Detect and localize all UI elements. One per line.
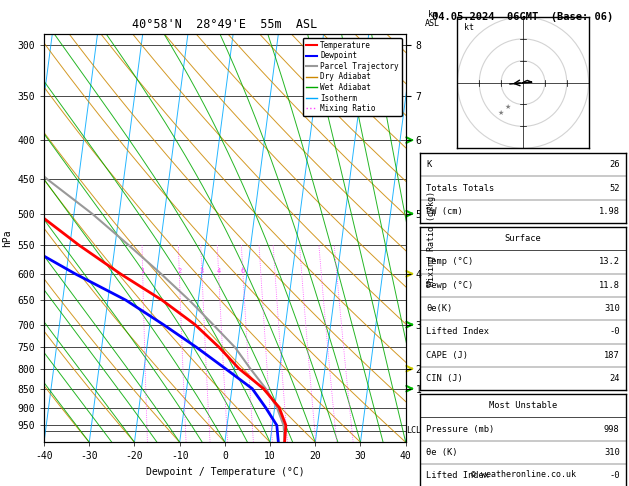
Text: 310: 310: [604, 448, 620, 457]
Text: © weatheronline.co.uk: © weatheronline.co.uk: [470, 469, 576, 479]
Text: Pressure (mb): Pressure (mb): [426, 425, 494, 434]
Text: K: K: [426, 160, 431, 169]
Text: Lifted Index: Lifted Index: [426, 471, 489, 480]
Text: ★: ★: [504, 104, 511, 110]
Text: 26: 26: [609, 160, 620, 169]
Text: Totals Totals: Totals Totals: [426, 184, 494, 192]
Text: 6: 6: [241, 268, 245, 274]
Text: km
ASL: km ASL: [425, 10, 440, 28]
Text: 24: 24: [609, 374, 620, 383]
Text: θe(K): θe(K): [426, 304, 453, 313]
Text: 13.2: 13.2: [599, 258, 620, 266]
Text: 310: 310: [604, 304, 620, 313]
Text: PW (cm): PW (cm): [426, 207, 463, 216]
Text: 998: 998: [604, 425, 620, 434]
X-axis label: Dewpoint / Temperature (°C): Dewpoint / Temperature (°C): [145, 467, 304, 477]
Text: 11.8: 11.8: [599, 281, 620, 290]
Text: -0: -0: [609, 471, 620, 480]
Title: 40°58'N  28°49'E  55m  ASL: 40°58'N 28°49'E 55m ASL: [132, 18, 318, 32]
Text: 04.05.2024  06GMT  (Base: 06): 04.05.2024 06GMT (Base: 06): [432, 12, 614, 22]
Text: kt: kt: [464, 23, 474, 32]
Text: Dewp (°C): Dewp (°C): [426, 281, 474, 290]
Text: 1: 1: [141, 268, 145, 274]
Text: ★: ★: [498, 110, 504, 116]
Text: 4: 4: [216, 268, 221, 274]
Text: θe (K): θe (K): [426, 448, 458, 457]
Y-axis label: hPa: hPa: [2, 229, 12, 247]
Text: CIN (J): CIN (J): [426, 374, 463, 383]
Text: LCL: LCL: [406, 426, 421, 435]
Text: Lifted Index: Lifted Index: [426, 328, 489, 336]
Text: Most Unstable: Most Unstable: [489, 401, 557, 410]
Text: Surface: Surface: [504, 234, 542, 243]
Text: Temp (°C): Temp (°C): [426, 258, 474, 266]
Text: 2: 2: [177, 268, 181, 274]
Legend: Temperature, Dewpoint, Parcel Trajectory, Dry Adiabat, Wet Adiabat, Isotherm, Mi: Temperature, Dewpoint, Parcel Trajectory…: [303, 38, 402, 116]
Text: 52: 52: [609, 184, 620, 192]
Text: -0: -0: [609, 328, 620, 336]
Text: CAPE (J): CAPE (J): [426, 351, 469, 360]
Y-axis label: Mixing Ratio (g/kg): Mixing Ratio (g/kg): [427, 191, 436, 286]
Text: 187: 187: [604, 351, 620, 360]
Text: 3: 3: [200, 268, 204, 274]
Text: 1.98: 1.98: [599, 207, 620, 216]
